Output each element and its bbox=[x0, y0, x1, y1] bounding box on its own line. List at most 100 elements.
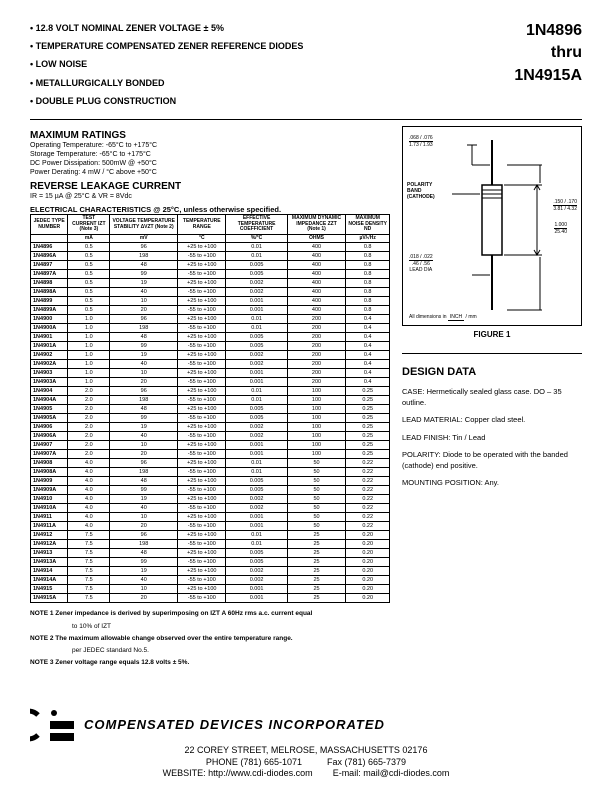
table-cell: -55 to +100 bbox=[178, 324, 226, 333]
table-cell: 99 bbox=[110, 558, 178, 567]
table-cell: 0.5 bbox=[68, 243, 110, 252]
table-cell: +25 to +100 bbox=[178, 405, 226, 414]
table-cell: 1N4899A bbox=[31, 306, 68, 315]
lead-dim-m: .46 / .56 bbox=[409, 260, 433, 267]
table-cell: +25 to +100 bbox=[178, 351, 226, 360]
table-cell: 48 bbox=[110, 333, 178, 342]
table-cell: 96 bbox=[110, 387, 178, 396]
part-number-range: 1N4896 thru 1N4915A bbox=[514, 20, 582, 87]
table-cell: 0.8 bbox=[346, 279, 390, 288]
table-cell: 0.22 bbox=[346, 486, 390, 495]
table-cell: 400 bbox=[287, 270, 346, 279]
table-cell: 1N4897 bbox=[31, 261, 68, 270]
part-to: 1N4915A bbox=[514, 65, 582, 87]
table-cell: 1N4912 bbox=[31, 531, 68, 540]
table-cell: 1N4909A bbox=[31, 486, 68, 495]
table-cell: 1N4898 bbox=[31, 279, 68, 288]
table-cell: 10 bbox=[110, 369, 178, 378]
table-cell: 4.0 bbox=[68, 513, 110, 522]
table-cell: 0.005 bbox=[226, 486, 287, 495]
table-row: 1N4915A7.520-55 to +1000.001250.20 bbox=[31, 594, 390, 603]
table-cell: 0.002 bbox=[226, 495, 287, 504]
table-cell: 0.005 bbox=[226, 342, 287, 351]
table-unit: °C bbox=[178, 234, 226, 243]
table-cell: 7.5 bbox=[68, 594, 110, 603]
table-cell: 4.0 bbox=[68, 486, 110, 495]
table-cell: 0.01 bbox=[226, 540, 287, 549]
table-cell: 100 bbox=[287, 414, 346, 423]
company-logo-icon bbox=[30, 707, 78, 743]
table-cell: -55 to +100 bbox=[178, 288, 226, 297]
rev-leak-cond: IR = 15 µA @ 25°C & VR = 8Vdc bbox=[30, 192, 390, 201]
table-cell: 0.5 bbox=[68, 261, 110, 270]
table-cell: 0.002 bbox=[226, 360, 287, 369]
feature-list: 12.8 VOLT NOMINAL ZENER VOLTAGE ± 5% TEM… bbox=[30, 20, 303, 111]
table-cell: 0.005 bbox=[226, 549, 287, 558]
table-cell: 0.01 bbox=[226, 459, 287, 468]
table-cell: 400 bbox=[287, 288, 346, 297]
table-cell: +25 to +100 bbox=[178, 477, 226, 486]
table-cell: 400 bbox=[287, 243, 346, 252]
table-cell: 1N4911 bbox=[31, 513, 68, 522]
table-row: 1N48990.510+25 to +1000.0014000.8 bbox=[31, 297, 390, 306]
table-cell: +25 to +100 bbox=[178, 279, 226, 288]
table-cell: 1N4900A bbox=[31, 324, 68, 333]
table-cell: 0.001 bbox=[226, 378, 287, 387]
table-cell: 50 bbox=[287, 495, 346, 504]
table-row: 1N49011.048+25 to +1000.0052000.4 bbox=[31, 333, 390, 342]
dim-1m: 1.73 / 1.93 bbox=[409, 141, 433, 148]
table-cell: 400 bbox=[287, 297, 346, 306]
table-cell: 0.01 bbox=[226, 252, 287, 261]
table-cell: 1N4901 bbox=[31, 333, 68, 342]
max-ratings-title: MAXIMUM RATINGS bbox=[30, 130, 390, 141]
table-cell: 4.0 bbox=[68, 459, 110, 468]
dim-1: .068 / .076 bbox=[409, 135, 433, 141]
design-mount: MOUNTING POSITION: Any. bbox=[402, 477, 582, 488]
table-cell: 4.0 bbox=[68, 477, 110, 486]
table-cell: 1N4901A bbox=[31, 342, 68, 351]
table-cell: 0.8 bbox=[346, 252, 390, 261]
table-row: 1N4900A1.0198-55 to +1000.012000.4 bbox=[31, 324, 390, 333]
table-cell: 0.5 bbox=[68, 297, 110, 306]
table-cell: 0.8 bbox=[346, 288, 390, 297]
table-cell: 0.002 bbox=[226, 504, 287, 513]
feature-item: METALLURGICALLY BONDED bbox=[30, 75, 303, 91]
footer: COMPENSATED DEVICES INCORPORATED 22 CORE… bbox=[30, 707, 582, 780]
table-cell: 0.25 bbox=[346, 387, 390, 396]
table-cell: 1N4905 bbox=[31, 405, 68, 414]
table-cell: 48 bbox=[110, 405, 178, 414]
table-cell: 40 bbox=[110, 576, 178, 585]
table-cell: +25 to +100 bbox=[178, 315, 226, 324]
table-cell: 0.001 bbox=[226, 306, 287, 315]
table-row: 1N49104.019+25 to +1000.002500.22 bbox=[31, 495, 390, 504]
table-cell: 1N4907 bbox=[31, 441, 68, 450]
table-cell: 1.0 bbox=[68, 333, 110, 342]
table-cell: 198 bbox=[110, 324, 178, 333]
table-row: 1N49114.010+25 to +1000.001500.22 bbox=[31, 513, 390, 522]
table-cell: 200 bbox=[287, 351, 346, 360]
table-cell: 0.20 bbox=[346, 576, 390, 585]
mm-label: mm bbox=[468, 314, 476, 320]
table-row: 1N4896A0.5198-55 to +1000.014000.8 bbox=[31, 252, 390, 261]
table-cell: 1N4914 bbox=[31, 567, 68, 576]
table-cell: 0.20 bbox=[346, 540, 390, 549]
table-cell: -55 to +100 bbox=[178, 486, 226, 495]
table-cell: 48 bbox=[110, 261, 178, 270]
table-cell: 1N4912A bbox=[31, 540, 68, 549]
website: WEBSITE: http://www.cdi-diodes.com bbox=[163, 768, 313, 778]
table-cell: 0.22 bbox=[346, 504, 390, 513]
divider bbox=[402, 353, 582, 354]
table-cell: 25 bbox=[287, 576, 346, 585]
polarity-label: POLARITY BAND (CATHODE) bbox=[407, 182, 447, 200]
table-cell: 0.001 bbox=[226, 297, 287, 306]
note-1a: NOTE 1 Zener impedance is derived by sup… bbox=[30, 610, 312, 617]
table-cell: 0.25 bbox=[346, 432, 390, 441]
table-cell: 100 bbox=[287, 405, 346, 414]
table-cell: 50 bbox=[287, 513, 346, 522]
len-m: 25.40 bbox=[554, 228, 567, 235]
table-cell: 1.0 bbox=[68, 360, 110, 369]
table-unit: mA bbox=[68, 234, 110, 243]
table-cell: 7.5 bbox=[68, 558, 110, 567]
table-cell: 100 bbox=[287, 387, 346, 396]
table-cell: +25 to +100 bbox=[178, 531, 226, 540]
